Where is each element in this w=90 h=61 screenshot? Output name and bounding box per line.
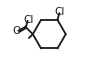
Text: Cl: Cl [55,7,65,17]
Text: Cl: Cl [23,15,34,25]
Text: O: O [13,26,21,36]
